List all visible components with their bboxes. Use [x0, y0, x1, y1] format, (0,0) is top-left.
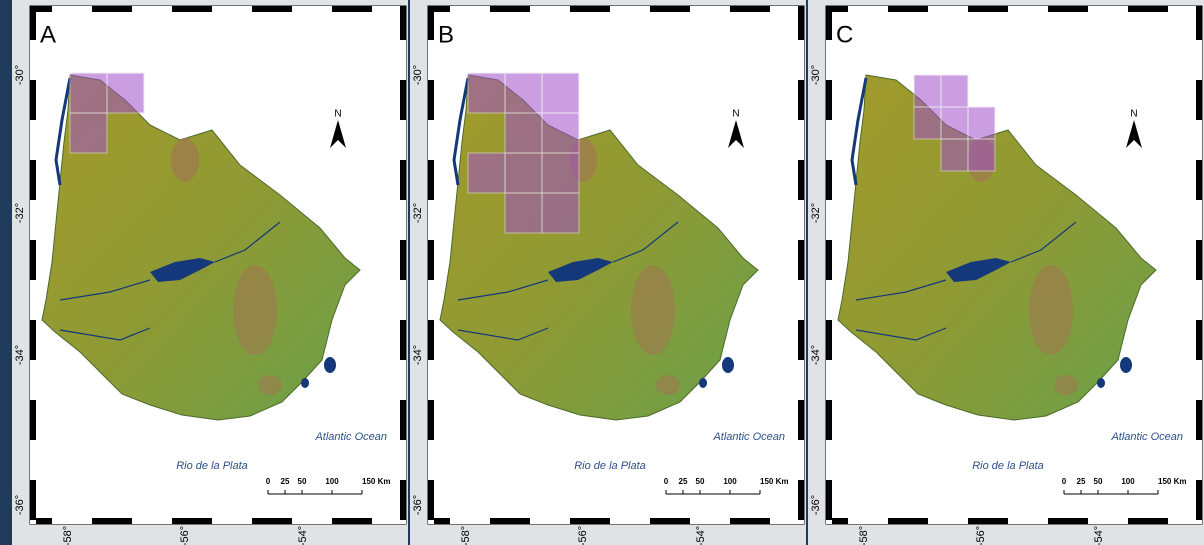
grid-cell [468, 153, 505, 193]
map-panel: B -30° -32° -34° -36° -58° -56° -54° N Atlantic O… [410, 0, 806, 545]
grid-cell [542, 193, 579, 233]
lat-label: -32° [14, 203, 26, 223]
highland [1029, 265, 1073, 355]
frame-bottom [30, 518, 406, 524]
lat-label: -34° [412, 345, 424, 365]
grid-cell [70, 73, 107, 113]
lon-label: -58° [62, 526, 74, 545]
scale-label: 150 Km [362, 477, 390, 486]
frame-top [428, 6, 804, 12]
lon-label: -54° [695, 526, 707, 545]
frame-left [30, 6, 36, 524]
lat-label: -36° [412, 495, 424, 515]
lat-label: -34° [810, 345, 822, 365]
scale-label: 25 [281, 477, 290, 486]
grid-cell [941, 139, 968, 171]
lon-label: -56° [179, 526, 191, 545]
map-panel: A -30° -32° -34° -36° -58° -56° -54° N Atlantic O… [12, 0, 408, 545]
grid-cell [542, 113, 579, 153]
lat-label: -36° [14, 495, 26, 515]
lat-label: -34° [14, 345, 26, 365]
lat-label: -30° [14, 65, 26, 85]
ocean-label: Atlantic Ocean [1110, 431, 1183, 443]
frame-left [428, 6, 434, 524]
grid-cell [941, 75, 968, 107]
lon-label: -58° [460, 526, 472, 545]
highland [258, 375, 282, 395]
frame-right [400, 6, 406, 524]
lon-label: -54° [297, 526, 309, 545]
lon-label: -58° [858, 526, 870, 545]
grid-cell [505, 193, 542, 233]
river-label: Rio de la Plata [972, 460, 1044, 472]
highland [1054, 375, 1078, 395]
scale-label: 0 [1062, 477, 1067, 486]
panel-label: C [836, 21, 853, 48]
lat-label: -36° [810, 495, 822, 515]
north-label: N [1130, 109, 1137, 120]
lagoon [722, 357, 734, 373]
panel-label: B [438, 21, 454, 48]
lon-label: -56° [975, 526, 987, 545]
north-label: N [334, 109, 341, 120]
frame-top [30, 6, 406, 12]
lon-label: -56° [577, 526, 589, 545]
highland [656, 375, 680, 395]
grid-cell [914, 107, 941, 139]
scale-label: 0 [664, 477, 669, 486]
grid-cell [107, 73, 144, 113]
grid-cell [941, 107, 968, 139]
scale-label: 0 [266, 477, 271, 486]
grid-cell [505, 73, 542, 113]
frame-bottom [428, 518, 804, 524]
scale-label: 50 [1094, 477, 1103, 486]
map-panel: C -30° -32° -34° -36° -58° -56° -54° N Atlantic O… [808, 0, 1204, 545]
north-label: N [732, 109, 739, 120]
scale-label: 50 [696, 477, 705, 486]
lat-label: -32° [412, 203, 424, 223]
grid-cell [968, 139, 995, 171]
scale-label: 50 [298, 477, 307, 486]
scale-label: 150 Km [760, 477, 788, 486]
highland [171, 138, 199, 182]
map-figure: A -30° -32° -34° -36° -58° -56° -54° N Atlantic O… [0, 0, 1204, 545]
frame-bottom [826, 518, 1202, 524]
grid-cell [542, 153, 579, 193]
scale-label: 100 [325, 477, 339, 486]
highland [233, 265, 277, 355]
scale-label: 25 [1077, 477, 1086, 486]
grid-cell [542, 73, 579, 113]
lat-label: -30° [810, 65, 822, 85]
lat-label: -30° [412, 65, 424, 85]
lagoon [301, 378, 309, 388]
lagoon [1120, 357, 1132, 373]
lon-label: -54° [1093, 526, 1105, 545]
grid-cell [505, 113, 542, 153]
frame-right [1196, 6, 1202, 524]
lagoon [699, 378, 707, 388]
lat-label: -32° [810, 203, 822, 223]
panel-label: A [40, 21, 56, 48]
frame-right [798, 6, 804, 524]
grid-cell [914, 75, 941, 107]
frame-left [826, 6, 832, 524]
ocean-label: Atlantic Ocean [712, 431, 785, 443]
frame-top [826, 6, 1202, 12]
grid-cell [505, 153, 542, 193]
scale-label: 25 [679, 477, 688, 486]
lagoon [324, 357, 336, 373]
river-label: Rio de la Plata [574, 460, 646, 472]
scale-label: 150 Km [1158, 477, 1186, 486]
highland [631, 265, 675, 355]
scale-label: 100 [723, 477, 737, 486]
ocean-label: Atlantic Ocean [314, 431, 387, 443]
grid-cell [968, 107, 995, 139]
lagoon [1097, 378, 1105, 388]
scale-label: 100 [1121, 477, 1135, 486]
figure: A -30° -32° -34° -36° -58° -56° -54° N Atlantic O… [0, 0, 1204, 545]
river-label: Rio de la Plata [176, 460, 248, 472]
grid-cell [468, 73, 505, 113]
grid-cell [70, 113, 107, 153]
